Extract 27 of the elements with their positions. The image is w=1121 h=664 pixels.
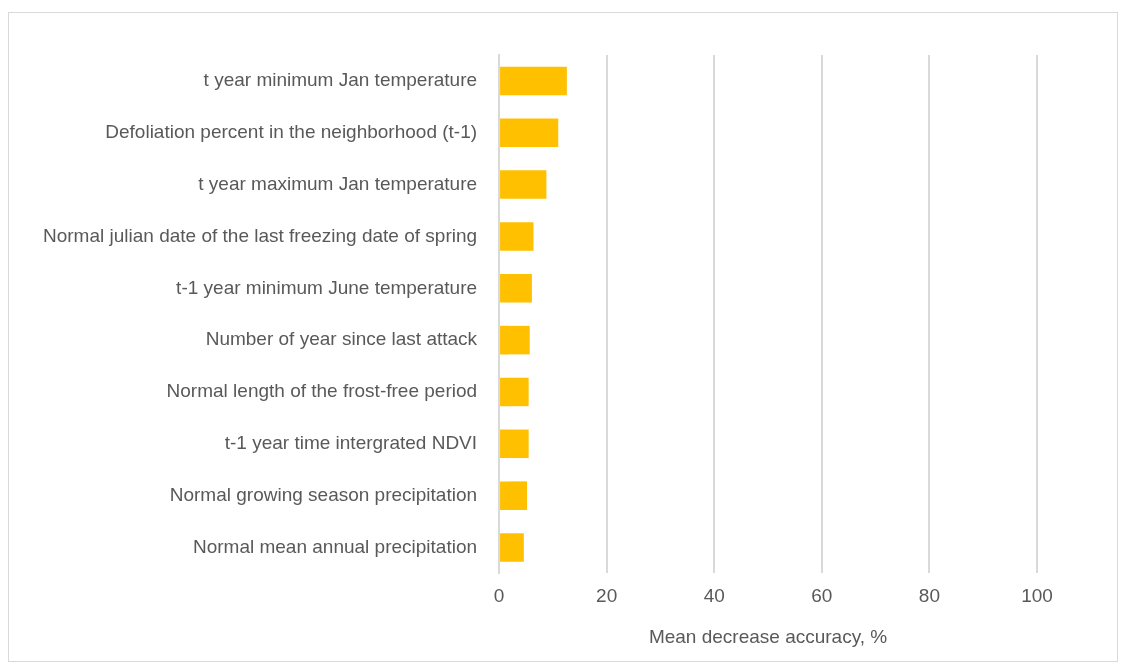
x-axis-title: Mean decrease accuracy, % <box>648 625 888 647</box>
x-tick-label: 40 <box>703 585 725 607</box>
y-tick-label: Normal length of the frost-free period <box>166 380 478 402</box>
y-tick-label: t-1 year minimum June temperature <box>176 276 478 298</box>
bar <box>500 481 528 510</box>
y-tick-label: t year minimum Jan temperature <box>203 69 478 91</box>
y-tick-label: Normal julian date of the last freezing date of spring <box>43 224 478 246</box>
y-tick-label: Number of year since last attack <box>205 328 478 350</box>
y-tick-label: t year maximum Jan temperature <box>198 172 478 194</box>
bar <box>500 325 530 355</box>
bar <box>500 66 567 96</box>
x-tick-label: 100 <box>1021 585 1053 607</box>
y-tick-label: t-1 year time intergrated NDVI <box>224 432 478 454</box>
bar <box>500 533 524 562</box>
bar <box>500 118 559 148</box>
x-tick-label: 0 <box>493 585 505 607</box>
y-tick-label: Normal mean annual precipitation <box>192 535 478 557</box>
bar <box>500 274 532 303</box>
x-tick-label: 80 <box>918 585 940 607</box>
bar <box>500 377 529 407</box>
bar <box>500 170 547 199</box>
y-tick-label: Normal growing season precipitation <box>169 483 478 505</box>
x-tick-label: 20 <box>596 585 618 607</box>
bar <box>500 222 534 251</box>
bar <box>500 429 529 459</box>
x-tick-label: 60 <box>811 585 833 607</box>
y-tick-label: Defoliation percent in the neighborhood (t-1) <box>105 120 478 142</box>
